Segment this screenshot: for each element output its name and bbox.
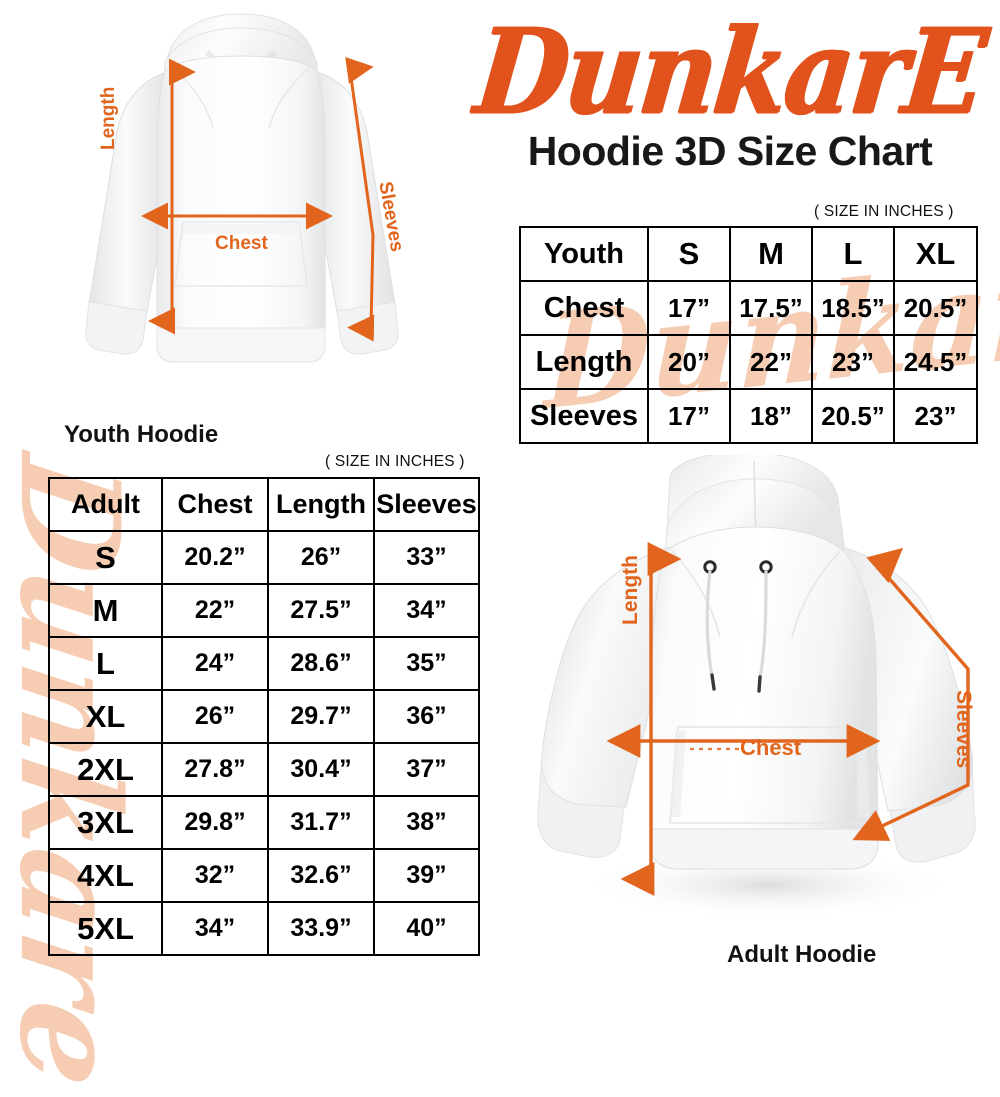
adult-size-l: L bbox=[48, 636, 163, 691]
adult-xl-chest: 26” bbox=[161, 689, 269, 744]
youth-sleeves-s: 17” bbox=[647, 388, 731, 444]
table-row: 4XL 32” 32.6” 39” bbox=[48, 848, 480, 903]
youth-chest-s: 17” bbox=[647, 280, 731, 336]
youth-chest-l: 18.5” bbox=[811, 280, 895, 336]
adult-3xl-chest: 29.8” bbox=[161, 795, 269, 850]
adult-5xl-sleeves: 40” bbox=[373, 901, 480, 956]
table-row: M 22” 27.5” 34” bbox=[48, 583, 480, 638]
youth-row-label-chest: Chest bbox=[519, 280, 649, 336]
adult-4xl-length: 32.6” bbox=[267, 848, 375, 903]
adult-2xl-chest: 27.8” bbox=[161, 742, 269, 797]
table-row: Adult Chest Length Sleeves bbox=[48, 477, 480, 532]
youth-units-note: ( SIZE IN INCHES ) bbox=[814, 203, 954, 220]
youth-col-s: S bbox=[647, 226, 731, 282]
adult-5xl-chest: 34” bbox=[161, 901, 269, 956]
youth-sleeves-xl: 23” bbox=[893, 388, 978, 444]
adult-hoodie-caption: Adult Hoodie bbox=[727, 941, 877, 968]
youth-chest-xl: 20.5” bbox=[893, 280, 978, 336]
adult-size-m: M bbox=[48, 583, 163, 638]
youth-hoodie-caption: Youth Hoodie bbox=[64, 421, 219, 448]
table-row: 2XL 27.8” 30.4” 37” bbox=[48, 742, 480, 797]
table-row: 5XL 34” 33.9” 40” bbox=[48, 901, 480, 956]
adult-2xl-sleeves: 37” bbox=[373, 742, 480, 797]
youth-sleeves-m: 18” bbox=[729, 388, 813, 444]
youth-sleeves-l: 20.5” bbox=[811, 388, 895, 444]
brand-logo-text: DunkarE bbox=[469, 1, 991, 140]
youth-corner-label: Youth bbox=[519, 226, 649, 282]
adult-4xl-chest: 32” bbox=[161, 848, 269, 903]
youth-length-l: 23” bbox=[811, 334, 895, 390]
table-row: Chest 17” 17.5” 18.5” 20.5” bbox=[519, 280, 978, 336]
adult-size-s: S bbox=[48, 530, 163, 585]
youth-col-xl: XL bbox=[893, 226, 978, 282]
table-row: Sleeves 17” 18” 20.5” 23” bbox=[519, 388, 978, 444]
youth-row-label-sleeves: Sleeves bbox=[519, 388, 649, 444]
adult-chest-leader-dots bbox=[690, 747, 740, 751]
adult-xl-sleeves: 36” bbox=[373, 689, 480, 744]
adult-size-table: Adult Chest Length Sleeves S 20.2” 26” 3… bbox=[48, 477, 480, 956]
adult-3xl-length: 31.7” bbox=[267, 795, 375, 850]
adult-xl-length: 29.7” bbox=[267, 689, 375, 744]
adult-s-length: 26” bbox=[267, 530, 375, 585]
youth-col-m: M bbox=[729, 226, 813, 282]
adult-col-length: Length bbox=[267, 477, 375, 532]
adult-l-sleeves: 35” bbox=[373, 636, 480, 691]
adult-5xl-length: 33.9” bbox=[267, 901, 375, 956]
adult-s-chest: 20.2” bbox=[161, 530, 269, 585]
youth-chest-m: 17.5” bbox=[729, 280, 813, 336]
youth-dimension-arrows bbox=[141, 57, 375, 342]
youth-length-m: 22” bbox=[729, 334, 813, 390]
adult-3xl-sleeves: 38” bbox=[373, 795, 480, 850]
youth-length-xl: 24.5” bbox=[893, 334, 978, 390]
youth-length-label: Length bbox=[98, 86, 119, 150]
adult-4xl-sleeves: 39” bbox=[373, 848, 480, 903]
adult-col-sleeves: Sleeves bbox=[373, 477, 480, 532]
adult-size-2xl: 2XL bbox=[48, 742, 163, 797]
adult-size-4xl: 4XL bbox=[48, 848, 163, 903]
adult-2xl-length: 30.4” bbox=[267, 742, 375, 797]
youth-size-table: Youth S M L XL Chest 17” 17.5” 18.5” 20.… bbox=[519, 226, 978, 444]
page-title: Hoodie 3D Size Chart bbox=[527, 128, 933, 174]
table-row: Youth S M L XL bbox=[519, 226, 978, 282]
adult-col-chest: Chest bbox=[161, 477, 269, 532]
adult-s-sleeves: 33” bbox=[373, 530, 480, 585]
adult-size-5xl: 5XL bbox=[48, 901, 163, 956]
table-row: XL 26” 29.7” 36” bbox=[48, 689, 480, 744]
adult-m-length: 27.5” bbox=[267, 583, 375, 638]
youth-col-l: L bbox=[811, 226, 895, 282]
adult-l-length: 28.6” bbox=[267, 636, 375, 691]
adult-units-note: ( SIZE IN INCHES ) bbox=[325, 453, 465, 470]
youth-chest-label: Chest bbox=[215, 233, 268, 254]
youth-length-s: 20” bbox=[647, 334, 731, 390]
adult-size-3xl: 3XL bbox=[48, 795, 163, 850]
adult-size-xl: XL bbox=[48, 689, 163, 744]
adult-corner-label: Adult bbox=[48, 477, 163, 532]
adult-length-label: Length bbox=[619, 555, 642, 625]
table-row: 3XL 29.8” 31.7” 38” bbox=[48, 795, 480, 850]
table-row: Length 20” 22” 23” 24.5” bbox=[519, 334, 978, 390]
adult-sleeves-label: Sleeves bbox=[952, 690, 975, 769]
adult-l-chest: 24” bbox=[161, 636, 269, 691]
youth-row-label-length: Length bbox=[519, 334, 649, 390]
adult-dimension-arrows bbox=[606, 542, 970, 896]
table-row: S 20.2” 26” 33” bbox=[48, 530, 480, 585]
adult-m-sleeves: 34” bbox=[373, 583, 480, 638]
brand-logo: DunkarE bbox=[469, 1, 991, 140]
adult-chest-label: Chest bbox=[740, 735, 802, 760]
table-row: L 24” 28.6” 35” bbox=[48, 636, 480, 691]
adult-m-chest: 22” bbox=[161, 583, 269, 638]
